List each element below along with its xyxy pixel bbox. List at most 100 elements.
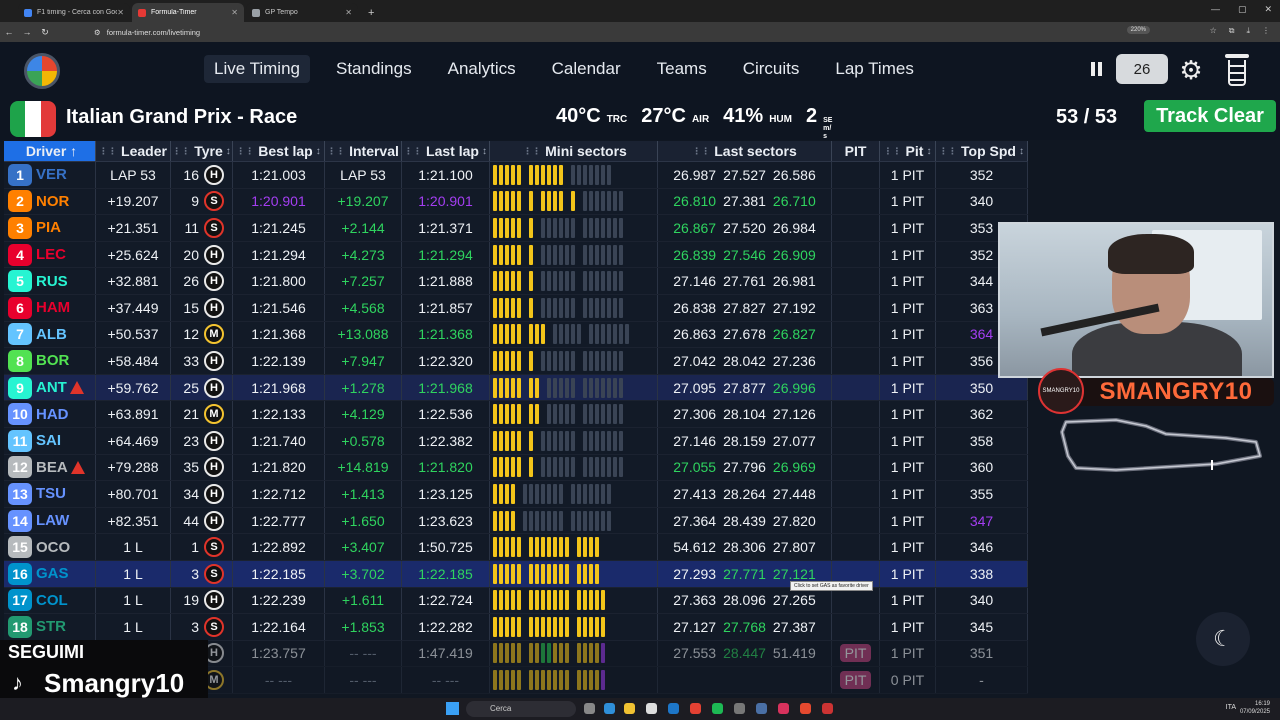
nav-item-standings[interactable]: Standings	[335, 59, 412, 78]
reload-icon[interactable]: ↻	[41, 26, 49, 37]
table-row[interactable]: 15 OCO 1 L 1 S 1:22.892 +3.407 1:50.725 54.612 28…	[4, 534, 1028, 561]
driver-cell[interactable]: 2 NOR	[4, 188, 96, 215]
driver-abbr: HAM	[36, 299, 71, 317]
zoom-indicator[interactable]: 220%	[1126, 26, 1150, 34]
app-icon[interactable]	[800, 703, 811, 714]
col-interval-header[interactable]: ⋮⋮ Interval	[325, 141, 402, 161]
driver-cell[interactable]: 17 COL	[4, 587, 96, 614]
browser-tab[interactable]: GP Tempo ✕	[246, 3, 358, 22]
pause-icon[interactable]	[1088, 60, 1106, 78]
col-mini-sectors-header[interactable]: ⋮⋮ Mini sectors	[490, 141, 658, 161]
table-row[interactable]: 8 BOR +58.484 33 H 1:22.139 +7.947 1:22.320 27.0…	[4, 348, 1028, 375]
edge-icon[interactable]	[604, 703, 615, 714]
driver-cell[interactable]: 16 GAS	[4, 560, 96, 587]
col-pit-header[interactable]: ⋮⋮ Pit ↕	[880, 141, 936, 161]
taskbar-clock[interactable]: 16:19 07/09/2025	[1239, 701, 1270, 715]
table-row[interactable]: 2 NOR +19.207 9 S 1:20.901 +19.207 1:20.901 26.8…	[4, 188, 1028, 216]
app-icon[interactable]	[756, 703, 767, 714]
nav-item-analytics[interactable]: Analytics	[447, 59, 516, 78]
table-row[interactable]: 9 ANT +59.762 25 H 1:21.968 +1.278 1:21.968 27.0…	[4, 374, 1028, 402]
explorer-icon[interactable]	[624, 703, 635, 714]
bookmark-star-icon[interactable]: ☆	[1209, 26, 1217, 35]
driver-cell[interactable]: 9 ANT	[4, 374, 96, 401]
back-icon[interactable]: ←	[4, 27, 14, 37]
maximize-icon[interactable]: ▢	[1237, 4, 1247, 14]
tab-close-icon[interactable]: ✕	[231, 8, 238, 17]
table-row[interactable]: 11 SAI +64.469 23 H 1:21.740 +0.578 1:22.382 27.…	[4, 427, 1028, 455]
driver-cell[interactable]: 12 BEA	[4, 454, 96, 481]
tab-close-icon[interactable]: ✕	[117, 8, 124, 17]
col-top-speed-header[interactable]: ⋮⋮ Top Spd ↕	[936, 141, 1028, 161]
table-row[interactable]: 4 LEC +25.624 20 H 1:21.294 +4.273 1:21.294 26.8…	[4, 241, 1028, 269]
table-row[interactable]: 7 ALB +50.537 12 M 1:21.368 +13.088 1:21.368 26.…	[4, 321, 1028, 349]
outlook-icon[interactable]	[668, 703, 679, 714]
table-row[interactable]: 18 STR 1 L 3 S 1:22.164 +1.853 1:22.282 27.127 27…	[4, 614, 1028, 641]
close-window-icon[interactable]: ✕	[1264, 4, 1272, 14]
browser-tab[interactable]: F1 timing - Cerca con Google✕	[18, 3, 130, 22]
language-indicator[interactable]: ITA	[1225, 704, 1236, 711]
spotify-icon[interactable]	[712, 703, 723, 714]
nav-item-live-timing[interactable]: Live Timing	[204, 55, 310, 83]
table-row[interactable]: 10 HAD +63.891 21 M 1:22.133 +4.129 1:22.536 27.…	[4, 401, 1028, 428]
forward-icon[interactable]: →	[22, 27, 32, 37]
table-row[interactable]: 1 VER LAP 53 16 H 1:21.003 LAP 53 1:21.100 26.98…	[4, 162, 1028, 189]
col-tyre-header[interactable]: ⋮⋮ Tyre ↕	[171, 141, 233, 161]
windows-start-icon[interactable]	[446, 702, 459, 715]
col-last-lap-header[interactable]: ⋮⋮ Last lap ↕	[402, 141, 490, 161]
col-pit-status-header[interactable]: PIT	[832, 141, 880, 161]
nav-item-calendar[interactable]: Calendar	[551, 59, 621, 78]
settings-gear-icon[interactable]: ⚙	[1179, 55, 1203, 85]
table-row[interactable]: 6 HAM +37.449 15 H 1:21.546 +4.568 1:21.857 26.8…	[4, 294, 1028, 322]
col-last-sectors-header[interactable]: ⋮⋮ Last sectors	[658, 141, 832, 161]
site-info-icon[interactable]: ⚙	[94, 27, 101, 37]
driver-cell[interactable]: 18 STR	[4, 614, 96, 640]
dark-mode-moon-icon[interactable]: ☾	[1196, 612, 1250, 666]
driver-cell[interactable]: 3 PIA	[4, 215, 96, 241]
download-icon[interactable]: ⤓	[1246, 26, 1250, 35]
nav-item-lap-times[interactable]: Lap Times	[835, 59, 914, 78]
table-row[interactable]: 17 COL 1 L 19 H 1:22.239 +1.611 1:22.724 27.363 2…	[4, 587, 1028, 615]
new-tab-icon[interactable]: +	[368, 7, 375, 19]
driver-cell[interactable]: 13 TSU	[4, 481, 96, 507]
store-icon[interactable]	[646, 703, 657, 714]
nav-item-circuits[interactable]: Circuits	[742, 59, 800, 78]
driver-cell[interactable]: 1 VER	[4, 162, 96, 188]
task-view-icon[interactable]	[584, 703, 595, 714]
mini-sector-bar	[571, 483, 575, 504]
driver-cell[interactable]: 11 SAI	[4, 427, 96, 454]
app-icon[interactable]	[822, 703, 833, 714]
extensions-icon[interactable]: ⧉	[1228, 26, 1235, 35]
tab-close-icon[interactable]: ✕	[345, 8, 352, 17]
delay-input[interactable]: 26	[1116, 54, 1168, 84]
chrome-icon[interactable]	[690, 703, 701, 714]
url-field[interactable]: ⚙ formula-timer.com/livetiming	[94, 28, 200, 37]
mini-sector-bar	[511, 643, 515, 664]
trash-icon[interactable]	[1225, 54, 1249, 86]
table-row[interactable]: 3 PIA +21.351 11 S 1:21.245 +2.144 1:21.371 26.8…	[4, 215, 1028, 242]
col-driver-header[interactable]: Driver ↑	[4, 141, 96, 161]
table-row[interactable]: 5 RUS +32.881 26 H 1:21.800 +7.257 1:21.888 27.1…	[4, 268, 1028, 295]
browser-menu-icon[interactable]: ⋮	[1262, 26, 1270, 35]
driver-cell[interactable]: 6 HAM	[4, 294, 96, 321]
driver-cell[interactable]: 8 BOR	[4, 348, 96, 374]
col-best-lap-header[interactable]: ⋮⋮ Best lap ↕	[233, 141, 325, 161]
formula-timer-logo-icon[interactable]	[24, 53, 60, 89]
minimize-icon[interactable]: —	[1210, 4, 1220, 14]
driver-cell[interactable]: 7 ALB	[4, 321, 96, 348]
driver-cell[interactable]: 15 OCO	[4, 534, 96, 560]
driver-cell[interactable]: 4 LEC	[4, 241, 96, 268]
table-row[interactable]: 12 BEA +79.288 35 H 1:21.820 +14.819 1:21.820 27…	[4, 454, 1028, 482]
driver-cell[interactable]: 10 HAD	[4, 401, 96, 427]
browser-tab[interactable]: Formula-Timer ✕	[132, 3, 244, 22]
driver-cell[interactable]: 14 LAW	[4, 507, 96, 534]
app-icon[interactable]	[778, 703, 789, 714]
app-icon[interactable]	[734, 703, 745, 714]
driver-cell[interactable]: 5 RUS	[4, 268, 96, 294]
col-leader-header[interactable]: ⋮⋮ Leader	[96, 141, 171, 161]
nav-item-teams[interactable]: Teams	[656, 59, 707, 78]
table-row[interactable]: 16 GAS 1 L 3 S 1:22.185 +3.702 1:22.185 27.293 27…	[4, 560, 1028, 588]
table-row[interactable]: 14 LAW +82.351 44 H 1:22.777 +1.650 1:23.623 27.…	[4, 507, 1028, 535]
sector-2: 27.796	[723, 459, 766, 476]
table-row[interactable]: 13 TSU +80.701 34 H 1:22.712 +1.413 1:23.125 27.…	[4, 481, 1028, 508]
taskbar-search[interactable]: Cerca	[466, 701, 576, 717]
